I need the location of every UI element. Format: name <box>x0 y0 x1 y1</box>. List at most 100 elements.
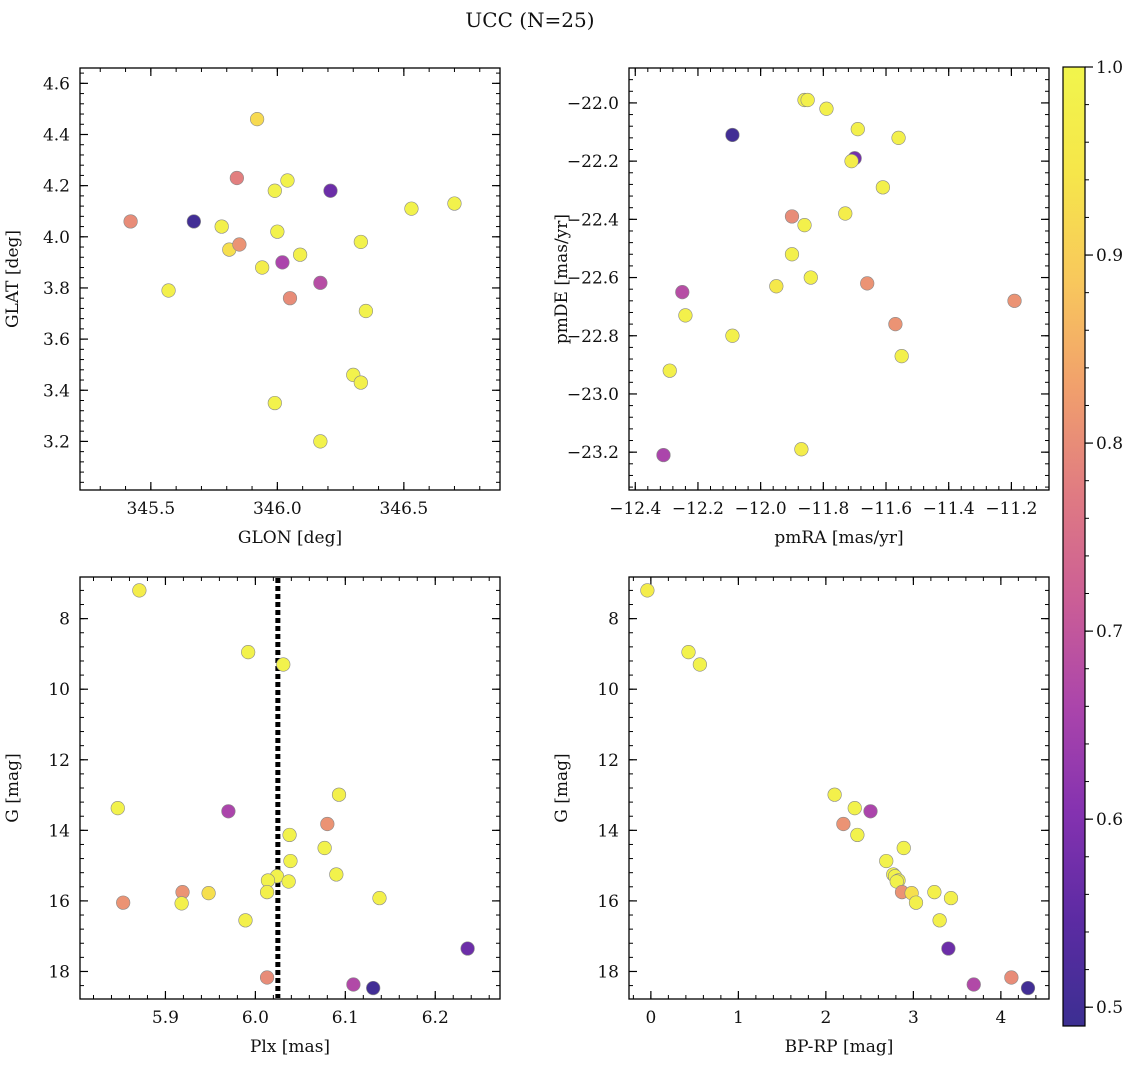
data-point <box>447 196 462 211</box>
data-point <box>259 970 275 985</box>
y-tick-label: 14 <box>48 821 70 841</box>
data-point <box>896 840 911 856</box>
data-point <box>794 442 809 457</box>
data-point <box>941 941 956 956</box>
data-point <box>372 890 387 906</box>
data-point <box>275 255 290 270</box>
data-point <box>238 913 253 928</box>
data-point <box>276 657 291 672</box>
data-point <box>366 980 381 996</box>
data-point <box>353 234 368 250</box>
y-tick-label: 14 <box>597 821 619 841</box>
data-point <box>819 101 834 116</box>
y-tick-label: 4.2 <box>43 177 70 197</box>
x-tick-label: 346.5 <box>380 499 429 519</box>
y-tick-label: −22.6 <box>567 269 619 289</box>
data-point <box>201 886 216 901</box>
y-tick-label: 12 <box>48 751 70 771</box>
y-tick-label: −22.8 <box>567 327 619 347</box>
x-tick-label: 1 <box>733 1008 744 1028</box>
x-tick-label: −11.6 <box>860 499 912 519</box>
y-tick-label: −22.4 <box>567 210 619 230</box>
y-tick-label: 3.4 <box>43 381 70 401</box>
x-tick-label: −11.8 <box>797 499 849 519</box>
plot-frame <box>79 67 501 491</box>
y-tick-label: 4.6 <box>43 74 70 94</box>
data-point <box>1007 293 1022 308</box>
y-tick-label: 16 <box>48 892 70 912</box>
x-tick-label: −12.2 <box>672 499 724 519</box>
y-tick-label: 4.0 <box>43 228 70 248</box>
data-point <box>186 214 201 229</box>
data-point <box>692 657 707 672</box>
data-point <box>800 92 815 108</box>
x-axis-label: GLON [deg] <box>238 528 342 548</box>
data-point <box>293 247 308 262</box>
data-point <box>270 224 285 239</box>
data-point <box>725 328 740 343</box>
data-point <box>675 284 690 300</box>
x-tick-label: −12.0 <box>735 499 787 519</box>
y-tick-label: 12 <box>597 751 619 771</box>
y-axis-label: GLAT [deg] <box>3 230 23 328</box>
y-tick-label: 3.2 <box>43 432 70 452</box>
data-point <box>232 237 247 252</box>
data-point <box>863 804 878 819</box>
data-point <box>250 112 265 127</box>
x-axis-label: Plx [mas] <box>250 1037 330 1057</box>
colorbar-tick-label: 1.0 <box>1096 58 1123 78</box>
data-point <box>784 209 800 224</box>
colorbar-tick-label: 0.6 <box>1096 810 1123 830</box>
data-point <box>267 395 282 411</box>
x-tick-label: 5.9 <box>152 1008 179 1028</box>
y-tick-label: 4.4 <box>43 125 70 145</box>
data-point <box>662 363 677 378</box>
data-point <box>943 890 959 906</box>
x-tick-label: 346.0 <box>253 499 302 519</box>
colorbar-tick-label: 0.9 <box>1096 246 1123 266</box>
data-point <box>908 895 924 910</box>
data-point <box>656 447 671 463</box>
chart-panel-2: −12.4 −12.2 −12.0 −11.8 −11.6 −11.4 −11.2 −23.2… <box>552 67 1050 548</box>
y-tick-label: −22.0 <box>567 94 619 114</box>
data-point <box>174 896 189 911</box>
data-point <box>221 804 236 819</box>
colorbar-gradient <box>1062 66 1086 1027</box>
data-point <box>331 787 347 802</box>
data-point <box>888 317 903 332</box>
x-tick-label: −12.4 <box>609 499 661 519</box>
x-tick-label: 345.5 <box>127 499 176 519</box>
y-tick-label: 18 <box>597 962 619 982</box>
data-point <box>836 816 851 832</box>
data-point <box>404 201 419 216</box>
data-point <box>229 170 244 186</box>
data-point <box>844 154 859 169</box>
x-tick-label: 6.0 <box>242 1008 269 1028</box>
data-point <box>110 801 125 816</box>
data-point <box>860 276 875 291</box>
data-point <box>267 183 282 198</box>
chart-panel-3: 5.9 6.0 6.1 6.2 8 10 12 14 16 18 Plx [mas] G [mag] <box>3 576 501 1057</box>
x-tick-label: 4 <box>995 1008 1006 1028</box>
data-point <box>123 214 138 229</box>
x-axis-label: BP-RP [mag] <box>785 1037 894 1057</box>
data-point <box>282 291 298 306</box>
figure-title: UCC (N=25) <box>465 8 594 32</box>
data-point <box>640 583 655 598</box>
data-point <box>358 303 374 319</box>
chart-panel-1: 345.5 346.0 346.5 3.2 3.4 3.6 3.8 4.0 4.2 4.4 4.6 G… <box>3 67 501 548</box>
data-point <box>838 206 853 221</box>
data-point <box>803 270 818 285</box>
y-tick-label: −23.0 <box>567 385 619 405</box>
x-tick-label: 3 <box>908 1008 919 1028</box>
x-tick-label: −11.4 <box>923 499 975 519</box>
x-tick-label: 2 <box>820 1008 831 1028</box>
data-point <box>681 645 696 660</box>
y-tick-label: −22.2 <box>567 152 619 172</box>
data-point <box>132 583 147 598</box>
data-point <box>879 853 894 869</box>
data-point <box>894 349 909 364</box>
data-point <box>769 279 784 294</box>
